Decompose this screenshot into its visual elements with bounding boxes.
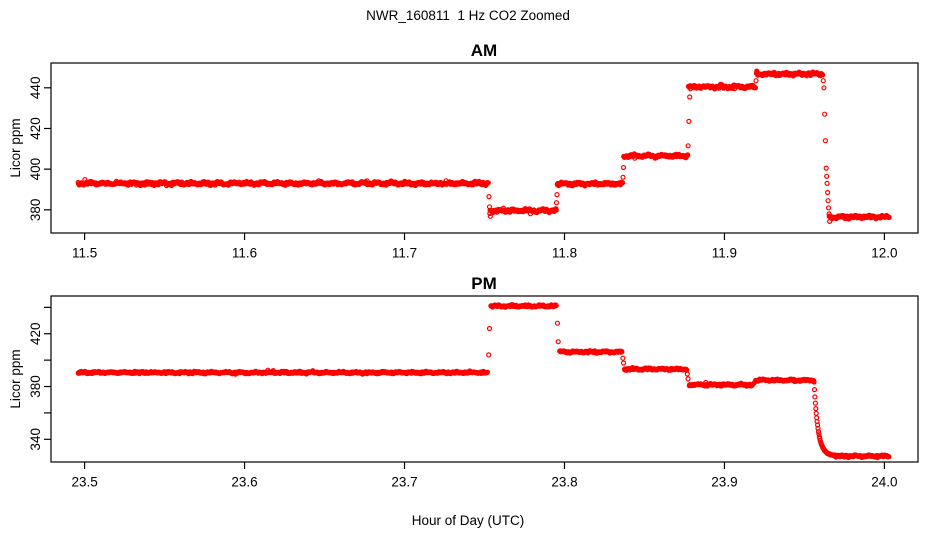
x-tick-label: 11.5 <box>72 246 97 261</box>
y-tick-label: 380 <box>28 199 43 222</box>
am-panel-title: AM <box>470 41 498 60</box>
am-panel-data-points <box>75 68 892 224</box>
x-tick-label: 23.6 <box>231 475 257 490</box>
x-tick-label: 11.7 <box>392 246 417 261</box>
x-tick-label: 23.5 <box>71 475 97 490</box>
y-axis-title: Licor ppm <box>8 118 23 177</box>
x-tick-label: 11.6 <box>232 246 257 261</box>
pm-panel-data-points <box>75 302 892 461</box>
plot-box <box>50 295 919 463</box>
y-tick-label: 440 <box>28 77 43 100</box>
x-tick-label: 11.9 <box>712 246 737 261</box>
x-tick-label: 23.9 <box>711 475 737 490</box>
y-tick-label: 420 <box>28 322 43 345</box>
x-tick-label: 24.0 <box>871 475 897 490</box>
pm-panel: 23.5 23.6 23.7 23.8 23.9 24.0 340 380 420 Licor p… <box>8 295 919 490</box>
x-tick-label: 23.8 <box>551 475 577 490</box>
main-title: NWR_160811 1 Hz CO2 Zoomed <box>366 8 570 23</box>
x-tick-label: 12.0 <box>871 246 897 261</box>
y-tick-label: 340 <box>28 428 43 451</box>
x-axis-label: Hour of Day (UTC) <box>411 513 525 528</box>
y-tick-label: 400 <box>28 158 43 181</box>
pm-panel-title: PM <box>471 274 497 293</box>
y-tick-label: 380 <box>28 375 43 398</box>
am-panel: 11.5 11.6 11.7 11.8 11.9 12.0 380 400 420 440 Lico… <box>8 62 919 261</box>
y-axis-title: Licor ppm <box>8 349 23 408</box>
plot-box <box>50 62 919 234</box>
x-tick-label: 11.8 <box>552 246 577 261</box>
x-tick-label: 23.7 <box>391 475 417 490</box>
y-tick-label: 420 <box>28 117 43 140</box>
